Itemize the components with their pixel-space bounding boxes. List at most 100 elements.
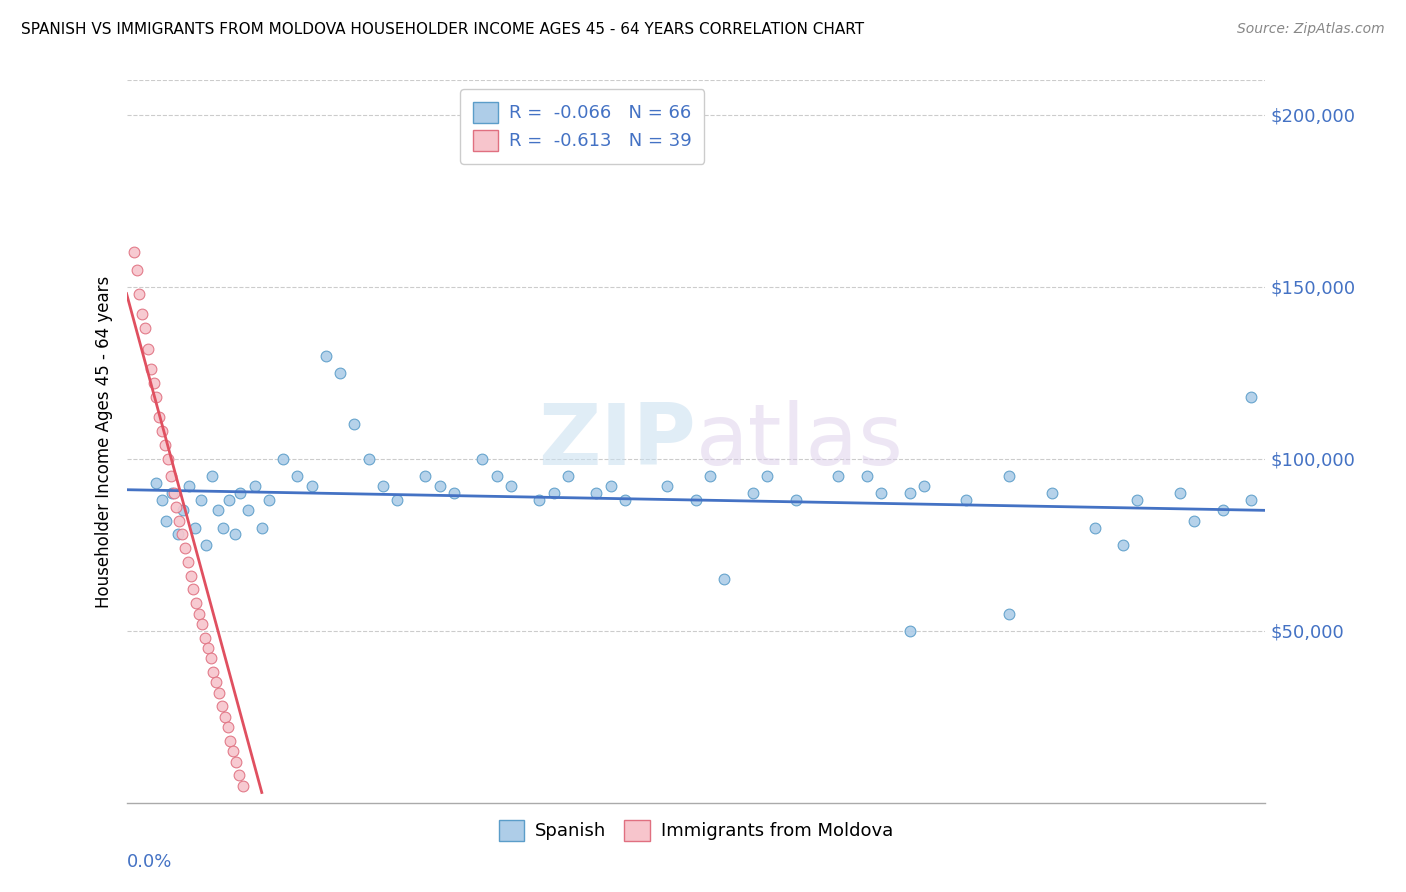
Point [543,486,565,500]
Point [998,469,1021,483]
Point [1126,493,1149,508]
Point [912,479,935,493]
Point [357,451,380,466]
Point [699,469,721,483]
Point [855,469,877,483]
Point [202,665,225,679]
Point [159,469,181,483]
Point [201,469,224,483]
Point [1182,514,1205,528]
Point [301,479,323,493]
Point [162,486,184,500]
Point [271,451,294,466]
Point [184,520,207,534]
Point [232,779,254,793]
Point [898,624,921,638]
Point [150,493,173,508]
Point [167,514,190,528]
Point [177,555,200,569]
Point [160,486,183,500]
Point [148,410,170,425]
Point [195,538,218,552]
Point [657,479,679,493]
Point [183,582,205,597]
Point [315,349,337,363]
Point [222,744,245,758]
Legend: Spanish, Immigrants from Moldova: Spanish, Immigrants from Moldova [492,813,900,848]
Point [827,469,849,483]
Text: 0.0%: 0.0% [127,854,172,871]
Point [131,307,153,321]
Point [287,469,309,483]
Point [599,479,621,493]
Point [529,493,551,508]
Point [898,486,921,500]
Point [613,493,636,508]
Point [1168,486,1191,500]
Point [211,699,233,714]
Point [142,376,165,390]
Point [165,500,187,514]
Point [257,493,280,508]
Point [134,321,156,335]
Point [122,245,145,260]
Point [371,479,394,493]
Point [174,541,197,556]
Point [785,493,807,508]
Point [1240,493,1263,508]
Point [208,686,231,700]
Point [429,479,451,493]
Point [191,616,214,631]
Point [150,424,173,438]
Point [214,710,236,724]
Point [219,734,242,748]
Point [499,479,522,493]
Point [145,475,167,490]
Point [194,631,217,645]
Point [485,469,508,483]
Point [145,390,167,404]
Point [205,675,228,690]
Point [180,568,202,582]
Point [188,607,211,621]
Point [343,417,366,432]
Text: ZIP: ZIP [538,400,696,483]
Point [228,768,250,782]
Point [200,651,222,665]
Point [1240,390,1263,404]
Point [713,572,735,586]
Point [186,596,208,610]
Point [1112,538,1135,552]
Point [155,514,177,528]
Point [756,469,779,483]
Point [415,469,437,483]
Point [136,342,159,356]
Point [212,520,235,534]
Point [385,493,408,508]
Point [229,486,252,500]
Text: Source: ZipAtlas.com: Source: ZipAtlas.com [1237,22,1385,37]
Point [870,486,893,500]
Point [236,503,259,517]
Y-axis label: Householder Income Ages 45 - 64 years: Householder Income Ages 45 - 64 years [94,276,112,607]
Point [1040,486,1063,500]
Point [217,720,239,734]
Point [1084,520,1107,534]
Point [156,451,179,466]
Point [329,366,352,380]
Point [179,479,201,493]
Point [224,527,246,541]
Point [170,527,193,541]
Point [125,262,148,277]
Point [955,493,977,508]
Point [243,479,266,493]
Text: atlas: atlas [696,400,904,483]
Point [218,493,240,508]
Point [153,438,176,452]
Point [128,286,150,301]
Point [685,493,707,508]
Point [172,503,194,517]
Text: SPANISH VS IMMIGRANTS FROM MOLDOVA HOUSEHOLDER INCOME AGES 45 - 64 YEARS CORRELA: SPANISH VS IMMIGRANTS FROM MOLDOVA HOUSE… [21,22,865,37]
Point [742,486,765,500]
Point [225,755,247,769]
